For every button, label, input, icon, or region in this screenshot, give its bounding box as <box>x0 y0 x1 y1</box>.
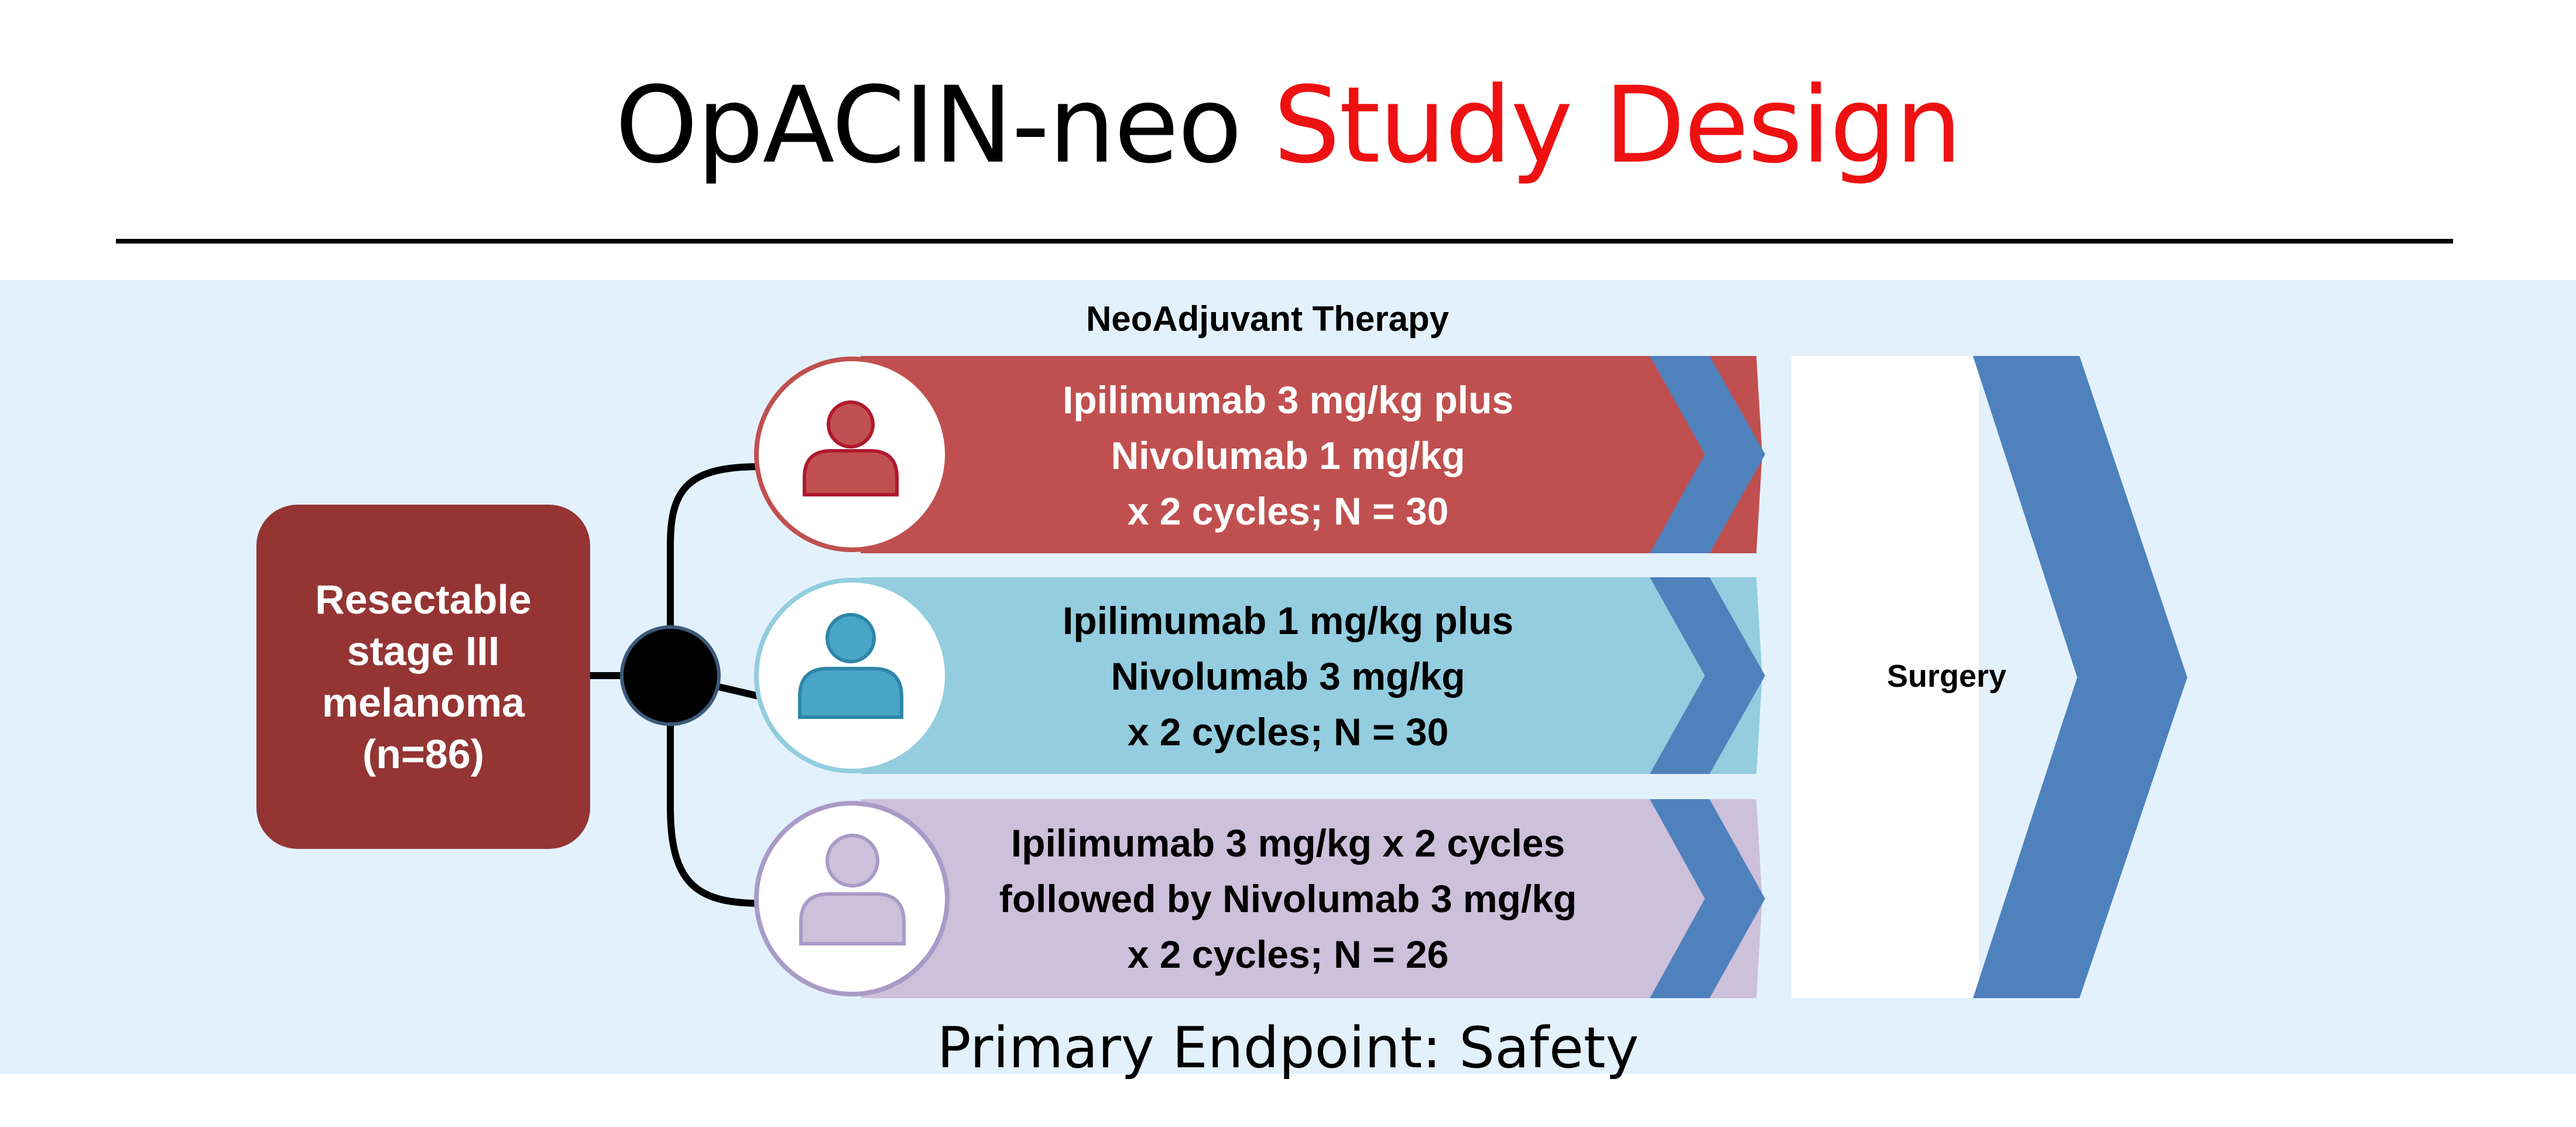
arm-2-label: Ipilimumab 1 mg/kg plus Nivolumab 3 mg/k… <box>1062 599 1514 753</box>
primary-endpoint: Primary Endpoint: Safety <box>937 1015 1639 1081</box>
arm-3 <box>754 799 1765 998</box>
title-part-1: OpACIN-neo <box>615 64 1274 187</box>
person-icon <box>798 613 903 719</box>
arm-1-chevron <box>1650 356 1765 553</box>
arm-1-band <box>861 356 1762 553</box>
arm-2-chevron <box>1650 577 1765 774</box>
arm-1-label: Ipilimumab 3 mg/kg plus Nivolumab 1 mg/k… <box>1062 378 1514 533</box>
population-box: Resectable stage III melanoma (n=86) <box>256 505 590 849</box>
randomization-node <box>620 625 721 726</box>
section-label: NeoAdjuvant Therapy <box>1085 299 1450 338</box>
connector-branch <box>667 463 762 907</box>
title-part-2: Study Design <box>1273 64 1962 187</box>
person-icon <box>803 400 899 496</box>
surgery-chevron <box>1973 356 2187 998</box>
title-divider <box>116 239 2453 244</box>
arm-2-band <box>861 577 1762 774</box>
arm-2 <box>754 577 1765 774</box>
surgery-label: Surgery <box>1886 659 2007 694</box>
person-icon <box>799 834 906 946</box>
arm-1 <box>754 356 1765 553</box>
page-title: OpACIN-neo Study Design <box>0 56 2576 196</box>
arm-3-label: Ipilimumab 3 mg/kg x 2 cycles followed b… <box>999 821 1577 976</box>
arm-3-band <box>861 799 1762 998</box>
arm-3-chevron <box>1650 799 1765 998</box>
surgery-box <box>1791 356 1979 998</box>
